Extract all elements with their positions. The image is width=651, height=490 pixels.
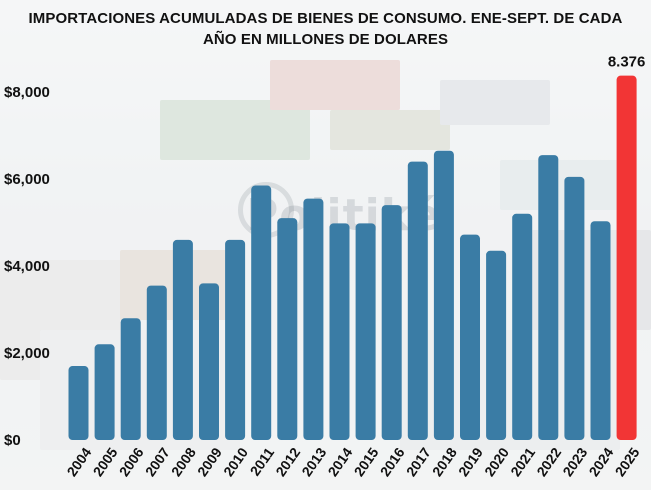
bar-2023 <box>564 176 585 440</box>
x-tick-label: 2022 <box>533 444 564 479</box>
bar-2005 <box>94 344 115 440</box>
x-tick-label: 2009 <box>194 444 225 479</box>
x-tick-label: 2021 <box>507 444 538 479</box>
bar-2008 <box>172 239 193 440</box>
x-tick-label: 2013 <box>298 444 329 479</box>
bar-2014 <box>329 223 350 440</box>
data-labels: 8.376 <box>608 54 646 71</box>
bar-2017 <box>407 161 428 440</box>
bar-2011 <box>251 185 272 440</box>
x-tick-label: 2017 <box>403 444 434 479</box>
x-tick-label: 2006 <box>116 444 147 479</box>
x-tick-label: 2019 <box>455 444 486 479</box>
x-tick-label: 2010 <box>220 444 251 479</box>
x-tick-label: 2015 <box>351 444 382 479</box>
x-tick-label: 2024 <box>586 444 617 479</box>
y-axis: $0 $2,000 $4,000 $6,000 $8,000 <box>4 84 50 449</box>
x-tick-label: 2007 <box>142 444 173 479</box>
x-tick-label: 2020 <box>481 444 512 479</box>
bar-2018 <box>433 150 454 440</box>
x-tick-label: 2012 <box>272 444 303 479</box>
bar-2021 <box>512 213 533 440</box>
data-label-2025: 8.376 <box>608 54 646 71</box>
bar-2025 <box>616 75 637 441</box>
bar-2004 <box>68 366 89 440</box>
bar-2015 <box>355 223 376 440</box>
x-tick-label: 2004 <box>64 444 95 479</box>
bar-2010 <box>225 239 246 440</box>
bar-2009 <box>199 283 219 440</box>
y-tick-label: $6,000 <box>4 171 50 188</box>
x-tick-label: 2008 <box>168 444 199 479</box>
chart-title-line1: IMPORTACIONES ACUMULADAS DE BIENES DE CO… <box>28 10 623 27</box>
bar-2022 <box>538 155 559 440</box>
x-tick-label: 2018 <box>429 444 460 479</box>
x-tick-label: 2025 <box>612 444 643 479</box>
bar-2013 <box>303 198 324 440</box>
x-tick-label: 2016 <box>377 444 408 479</box>
x-tick-label: 2005 <box>90 444 121 479</box>
bar-2016 <box>381 205 402 440</box>
bar-2024 <box>590 221 611 440</box>
y-tick-label: $0 <box>4 432 21 449</box>
x-tick-label: 2014 <box>325 444 356 479</box>
bar-2019 <box>460 234 480 440</box>
x-tick-label: 2023 <box>559 444 590 479</box>
chart-title: IMPORTACIONES ACUMULADAS DE BIENES DE CO… <box>0 8 651 50</box>
bar-2012 <box>277 218 298 440</box>
bar-2020 <box>486 250 507 440</box>
bar-2007 <box>146 285 167 440</box>
chart-title-line2: AÑO EN MILLONES DE DOLARES <box>202 31 449 48</box>
y-tick-label: $2,000 <box>4 345 50 362</box>
y-tick-label: $4,000 <box>4 258 50 275</box>
x-axis: 2004200520062007200820092010201120122013… <box>64 444 643 479</box>
bars <box>68 75 637 441</box>
x-tick-label: 2011 <box>247 444 278 478</box>
y-tick-label: $8,000 <box>4 84 50 101</box>
bar-2006 <box>120 318 141 440</box>
